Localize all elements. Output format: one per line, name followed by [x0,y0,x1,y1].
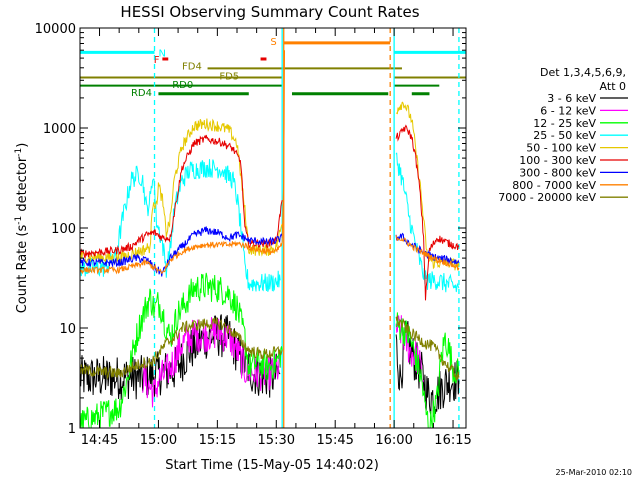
series-line [395,234,460,271]
legend-entry-25-50-kev: 25 - 50 keV [533,129,628,142]
series-line [79,226,283,277]
legend-label: 3 - 6 keV [547,92,596,105]
x-tick-label: 16:15 [434,433,471,448]
y-tick-label: 10 [59,322,76,337]
state-bar-label: FD4 [182,62,202,73]
series-line [395,315,460,381]
legend-entry-12-25-kev: 12 - 25 keV [533,117,628,130]
series-line [79,316,283,380]
series-line [395,232,460,265]
x-tick-label: 15:15 [199,433,236,448]
x-tick-label: 15:45 [316,433,353,448]
y-tick-label: 10000 [35,22,76,37]
legend-label: 6 - 12 keV [540,104,596,117]
observing-state-bars: N S F FD4 FD5 RD0 RD4 [80,37,466,99]
legend-entry-50-100-kev: 50 - 100 keV [526,142,628,155]
x-axis-label: Start Time (15-May-05 14:40:02) [165,458,379,473]
legend-entry-6-12-kev: 6 - 12 keV [540,104,628,117]
legend-label: 25 - 50 keV [533,129,596,142]
axis-ticks: 14:45 15:00 15:15 15:30 15:45 16:00 16:15 1 10 10… [35,22,472,448]
legend-entry-100-300-kev: 100 - 300 keV [519,154,628,167]
series-300-800-kev [79,226,460,277]
state-bar-f: F [154,55,267,66]
y-tick-label: 1000 [43,122,76,137]
state-bar-fd5: FD5 [80,71,466,82]
transition-lines [153,28,460,428]
state-bar-label: S [270,37,276,48]
series-line [395,314,425,383]
x-tick-label: 15:00 [140,433,177,448]
legend-entry-7000-20000-kev: 7000 - 20000 keV [498,191,628,204]
series-25-50-kev [79,152,460,293]
state-bar-label: N [158,48,165,59]
series-line [79,272,283,429]
legend-label: 12 - 25 keV [533,117,596,130]
state-bar-s: S [270,37,391,48]
legend-header: Det 1,3,4,5,6,9, [540,66,626,79]
x-tick-label: 16:00 [375,433,412,448]
series-7000-20000-kev [79,315,460,381]
state-bar-n: N [80,48,466,59]
state-bar-fd4: FD4 [182,62,402,73]
y-axis-label: Count Rate (s-1 detector-1) [14,143,30,314]
series-line [142,317,281,408]
legend-label: 800 - 7000 keV [512,179,596,192]
series-800-7000-kev [80,50,460,275]
series-line [395,152,460,293]
chart-title: HESSI Observing Summary Count Rates [120,3,419,21]
series-line [395,124,460,301]
legend-label: 50 - 100 keV [526,142,596,155]
y-tick-label: 100 [51,222,76,237]
legend-entry-3-6-kev: 3 - 6 keV [547,92,628,105]
state-bar-label: RD4 [131,88,152,99]
legend-label: 100 - 300 keV [519,154,596,167]
series-line [395,312,460,429]
count-rate-series [79,50,460,429]
series-line [79,134,283,258]
y-tick-label: 1 [68,422,76,437]
legend-attenuator: Att 0 [600,80,626,93]
legend-entry-300-800-kev: 300 - 800 keV [519,166,628,179]
series-6-12-kev [142,314,425,408]
x-tick-label: 14:45 [81,433,118,448]
state-bar-rd0: RD0 [80,80,440,91]
plot-timestamp: 25-Mar-2010 02:10 [556,468,633,477]
legend-label: 7000 - 20000 keV [498,191,596,204]
legend-label: 300 - 800 keV [519,166,596,179]
legend-entry-800-7000-kev: 800 - 7000 keV [512,179,628,192]
state-bar-label: RD0 [172,80,193,91]
series-line [80,50,285,275]
state-bar-label: FD5 [219,71,239,82]
state-bar-label: F [154,55,160,66]
x-tick-label: 15:30 [258,433,295,448]
series-12-25-kev [79,272,460,429]
series-100-300-kev [79,124,460,301]
state-bar-rd4: RD4 [131,88,430,99]
